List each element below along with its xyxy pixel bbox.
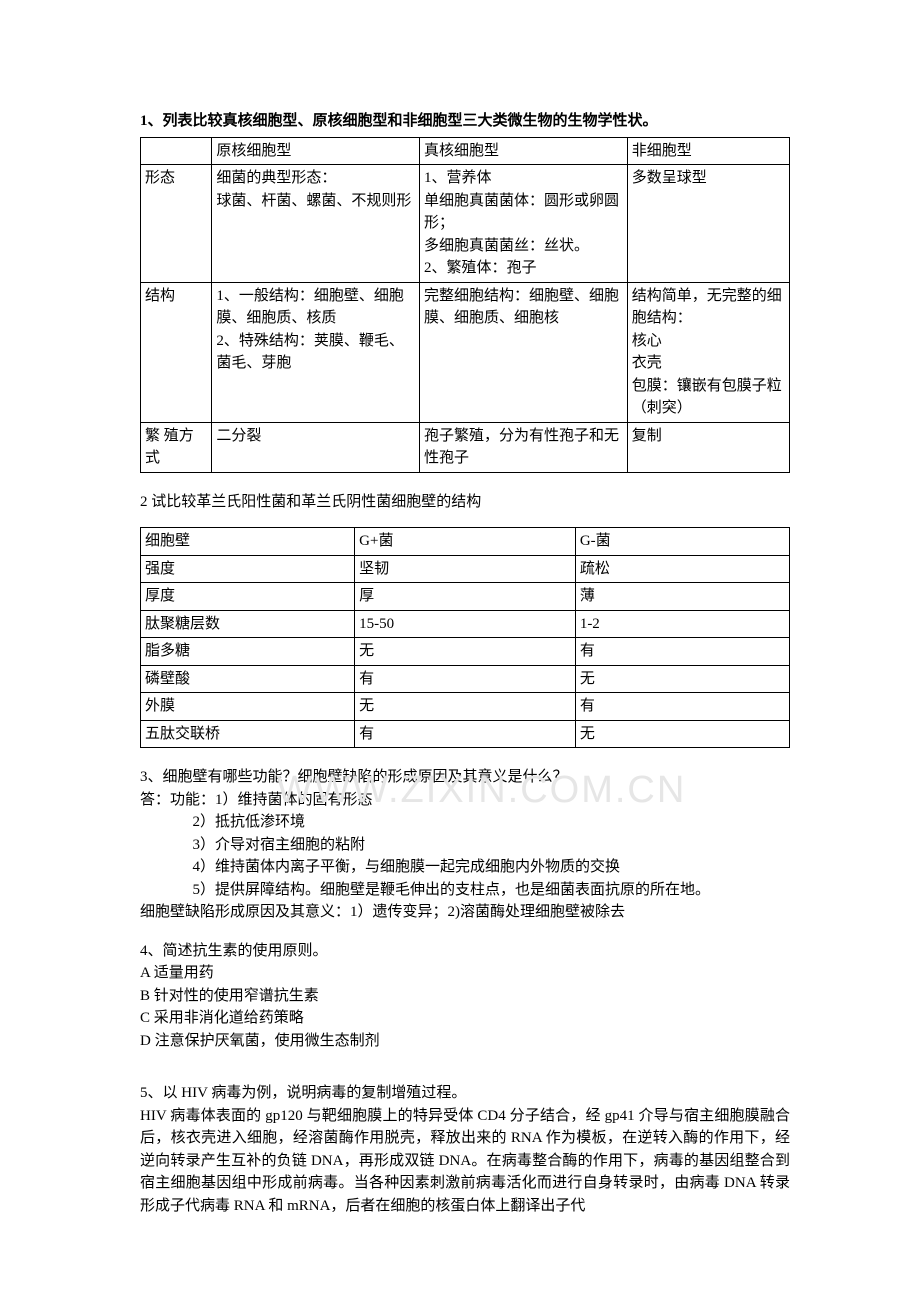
cell: 繁 殖方式	[141, 422, 212, 472]
cell: 肽聚糖层数	[141, 610, 355, 638]
cell: 外膜	[141, 693, 355, 721]
cell: G-菌	[575, 528, 789, 556]
q4-line: C 采用非消化道给药策略	[140, 1007, 790, 1030]
table-row: 繁 殖方式 二分裂 孢子繁殖，分为有性孢子和无性孢子 复制	[141, 422, 790, 472]
cell: 细胞壁	[141, 528, 355, 556]
cell: 有	[575, 638, 789, 666]
q3-title: 3、细胞壁有哪些功能？细胞壁缺陷的形成原因及其意义是什么？	[140, 766, 790, 789]
cell: 疏松	[575, 555, 789, 583]
cell: 磷壁酸	[141, 665, 355, 693]
cell: 强度	[141, 555, 355, 583]
cell: 无	[355, 693, 576, 721]
q3-line: 5）提供屏障结构。细胞壁是鞭毛伸出的支柱点，也是细菌表面抗原的所在地。	[140, 879, 790, 902]
table-row: 原核细胞型 真核细胞型 非细胞型	[141, 137, 790, 165]
cell: 五肽交联桥	[141, 720, 355, 748]
cell: 脂多糖	[141, 638, 355, 666]
q4-line: B 针对性的使用窄谱抗生素	[140, 985, 790, 1008]
cell: 二分裂	[212, 422, 420, 472]
cell: G+菌	[355, 528, 576, 556]
table-row: 细胞壁 G+菌 G-菌	[141, 528, 790, 556]
cell: 复制	[627, 422, 789, 472]
q3-lead: 答：功能：1）维持菌体的固有形态	[140, 789, 790, 812]
table-row: 五肽交联桥有无	[141, 720, 790, 748]
cell: 细菌的典型形态：球菌、杆菌、螺菌、不规则形	[212, 165, 420, 283]
q1-table: 原核细胞型 真核细胞型 非细胞型 形态 细菌的典型形态：球菌、杆菌、螺菌、不规则…	[140, 137, 790, 473]
cell: 原核细胞型	[212, 137, 420, 165]
q3-line: 2）抵抗低渗环境	[140, 811, 790, 834]
q4: 4、简述抗生素的使用原则。 A 适量用药 B 针对性的使用窄谱抗生素 C 采用非…	[140, 940, 790, 1053]
q2-title: 2 试比较革兰氏阳性菌和革兰氏阴性菌细胞壁的结构	[140, 491, 790, 514]
cell: 有	[575, 693, 789, 721]
cell: 无	[355, 638, 576, 666]
cell: 非细胞型	[627, 137, 789, 165]
cell: 有	[355, 720, 576, 748]
table-row: 外膜无有	[141, 693, 790, 721]
table-row: 强度坚韧疏松	[141, 555, 790, 583]
table-row: 肽聚糖层数15-501-2	[141, 610, 790, 638]
cell: 形态	[141, 165, 212, 283]
cell: 多数呈球型	[627, 165, 789, 283]
q5-body: HIV 病毒体表面的 gp120 与靶细胞膜上的特异受体 CD4 分子结合，经 …	[140, 1105, 790, 1218]
q2-table: 细胞壁 G+菌 G-菌 强度坚韧疏松 厚度厚薄 肽聚糖层数15-501-2 脂多…	[140, 527, 790, 748]
cell: 真核细胞型	[420, 137, 628, 165]
cell: 无	[575, 720, 789, 748]
q3-line: 3）介导对宿主细胞的粘附	[140, 834, 790, 857]
cell: 有	[355, 665, 576, 693]
q3-tail: 细胞壁缺陷形成原因及其意义：1）遗传变异；2)溶菌酶处理细胞壁被除去	[140, 901, 790, 924]
cell: 坚韧	[355, 555, 576, 583]
cell: 1、一般结构：细胞壁、细胞膜、细胞质、核质2、特殊结构：荚膜、鞭毛、菌毛、芽胞	[212, 282, 420, 422]
cell: 结构	[141, 282, 212, 422]
cell: 1、营养体单细胞真菌菌体：圆形或卵圆形；多细胞真菌菌丝：丝状。2、繁殖体：孢子	[420, 165, 628, 283]
cell: 结构简单，无完整的细胞结构：核心衣壳包膜：镶嵌有包膜子粒（刺突）	[627, 282, 789, 422]
cell: 1-2	[575, 610, 789, 638]
table-row: 形态 细菌的典型形态：球菌、杆菌、螺菌、不规则形 1、营养体单细胞真菌菌体：圆形…	[141, 165, 790, 283]
table-row: 脂多糖无有	[141, 638, 790, 666]
q4-line: D 注意保护厌氧菌，使用微生态制剂	[140, 1030, 790, 1053]
q4-title: 4、简述抗生素的使用原则。	[140, 940, 790, 963]
table-row: 结构 1、一般结构：细胞壁、细胞膜、细胞质、核质2、特殊结构：荚膜、鞭毛、菌毛、…	[141, 282, 790, 422]
table-row: 厚度厚薄	[141, 583, 790, 611]
cell: 完整细胞结构：细胞壁、细胞膜、细胞质、细胞核	[420, 282, 628, 422]
q5-title: 5、以 HIV 病毒为例，说明病毒的复制增殖过程。	[140, 1082, 790, 1105]
cell: 孢子繁殖，分为有性孢子和无性孢子	[420, 422, 628, 472]
q1-title: 1、列表比较真核细胞型、原核细胞型和非细胞型三大类微生物的生物学性状。	[140, 110, 790, 133]
cell: 厚度	[141, 583, 355, 611]
cell: 薄	[575, 583, 789, 611]
q4-line: A 适量用药	[140, 962, 790, 985]
q5: 5、以 HIV 病毒为例，说明病毒的复制增殖过程。 HIV 病毒体表面的 gp1…	[140, 1082, 790, 1217]
cell: 厚	[355, 583, 576, 611]
q3: 3、细胞壁有哪些功能？细胞壁缺陷的形成原因及其意义是什么？ 答：功能：1）维持菌…	[140, 766, 790, 924]
cell: 无	[575, 665, 789, 693]
q3-line: 4）维持菌体内离子平衡，与细胞膜一起完成细胞内外物质的交换	[140, 856, 790, 879]
cell	[141, 137, 212, 165]
cell: 15-50	[355, 610, 576, 638]
table-row: 磷壁酸有无	[141, 665, 790, 693]
